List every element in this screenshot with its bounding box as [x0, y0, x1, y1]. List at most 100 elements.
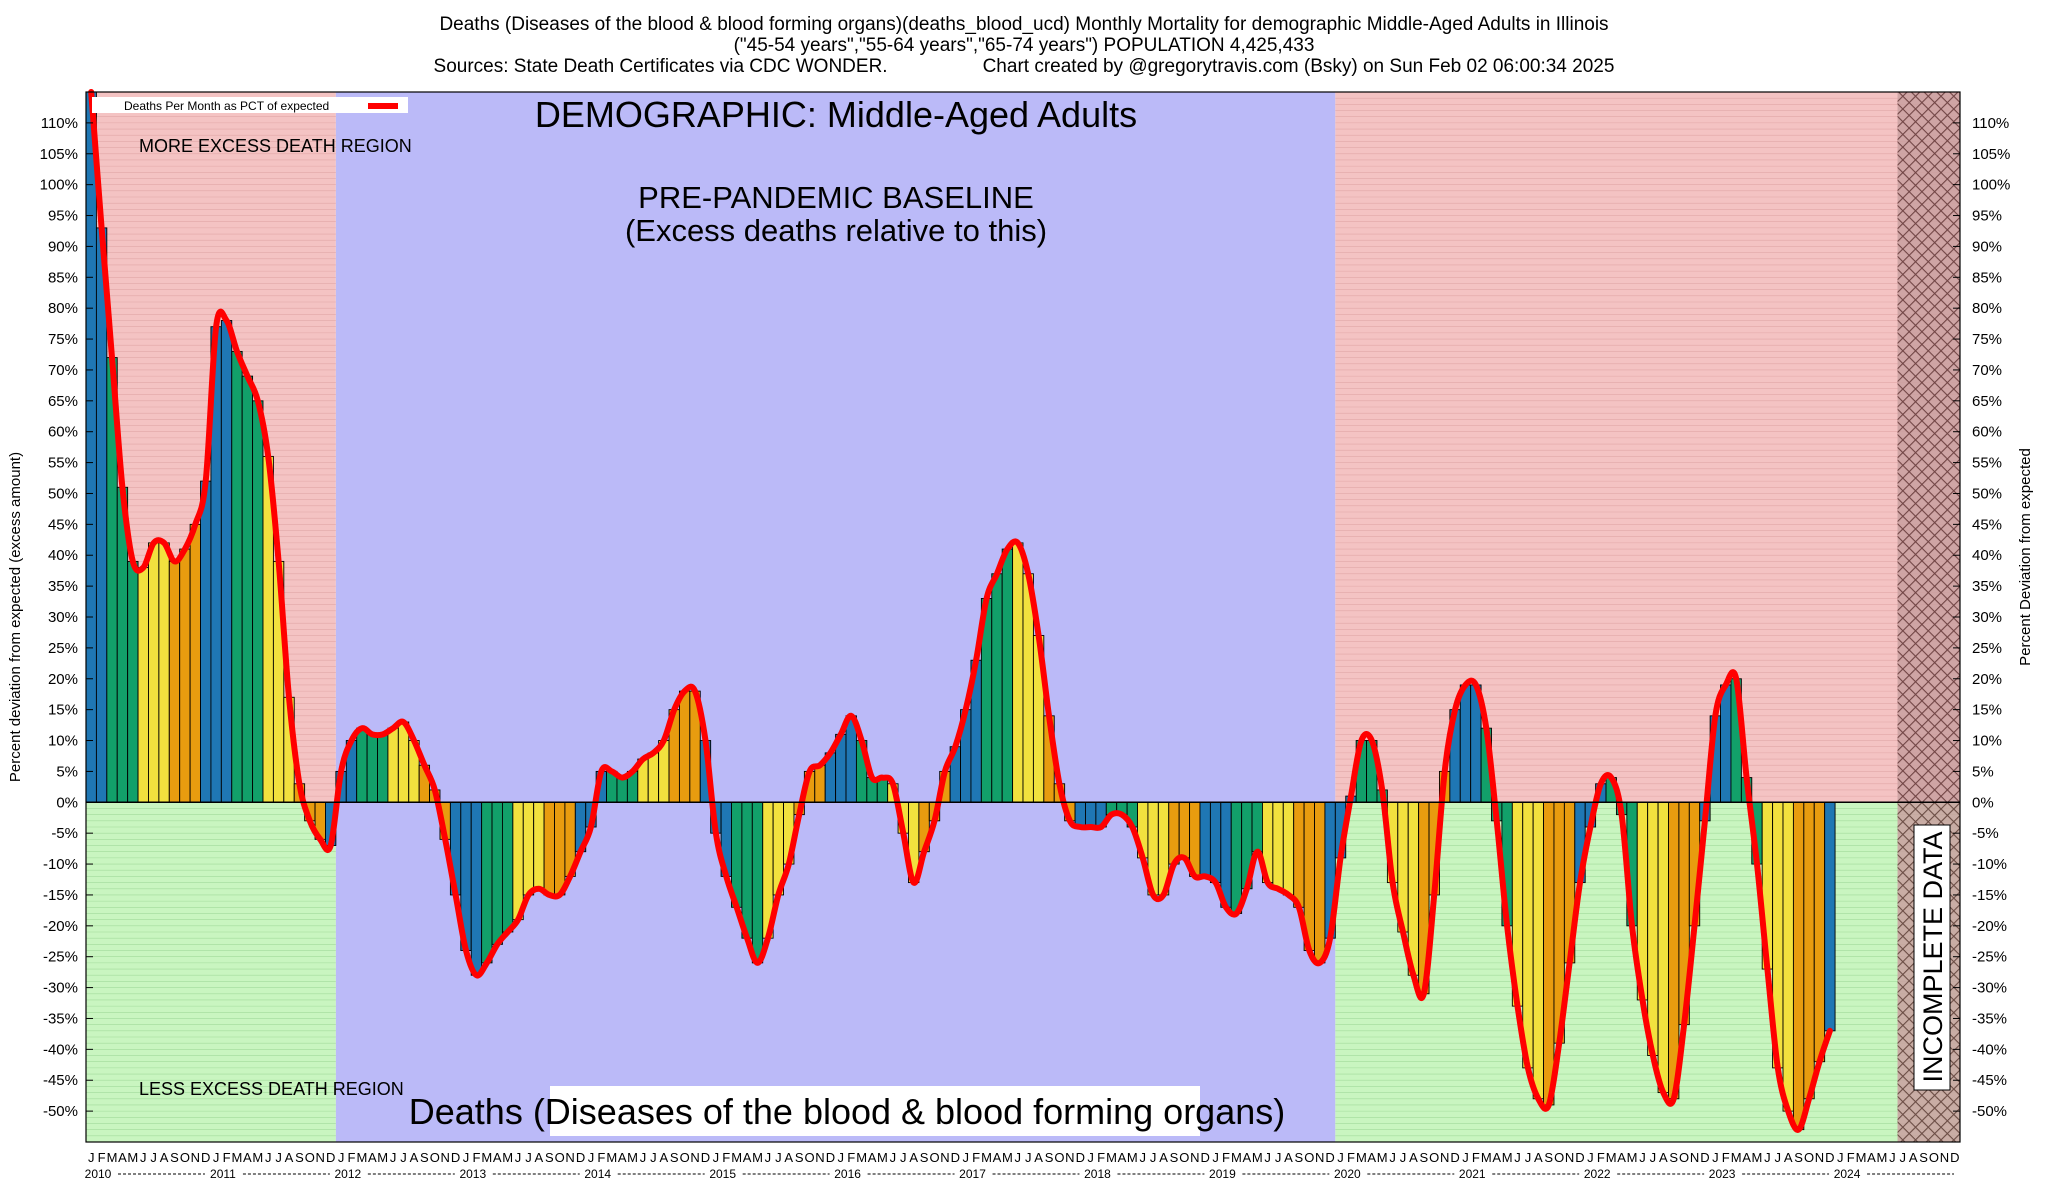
y-tick-label-right: 45%	[1972, 516, 2002, 533]
bar	[1813, 801, 1826, 1063]
x-tick-month: N	[565, 1150, 574, 1165]
x-tick-month: O	[805, 1150, 815, 1165]
y-tick-label-right: 25%	[1972, 640, 2002, 657]
x-tick-month: J	[140, 1150, 147, 1165]
y-tick-label-left: 105%	[40, 146, 78, 163]
bar	[1824, 801, 1836, 1032]
x-tick-month: D	[1700, 1150, 1709, 1165]
x-tick-month: N	[316, 1150, 325, 1165]
x-tick-year: 2020	[1334, 1167, 1361, 1181]
y-tick-label-left: -50%	[43, 1103, 78, 1120]
bar	[366, 733, 378, 803]
x-tick-month: A	[493, 1150, 502, 1165]
bar	[1272, 801, 1284, 890]
x-tick-month: J	[838, 1150, 845, 1165]
y-tick-label-left: 85%	[48, 269, 78, 286]
bar	[1293, 801, 1305, 908]
y-tick-label-left: -25%	[43, 949, 78, 966]
x-tick-month: D	[1950, 1150, 1959, 1165]
x-tick-month: O	[680, 1150, 690, 1165]
x-tick-month: O	[1554, 1150, 1564, 1165]
x-tick-month: D	[1825, 1150, 1834, 1165]
bar	[148, 542, 160, 803]
y-tick-label-left: 5%	[56, 763, 78, 780]
more-excess-region-right	[1335, 92, 1960, 803]
x-tick-month: A	[993, 1150, 1002, 1165]
y-tick-label-right: 100%	[1972, 177, 2010, 194]
x-tick-month: N	[1690, 1150, 1699, 1165]
x-tick-month: A	[160, 1150, 169, 1165]
bar	[189, 523, 201, 803]
x-tick-month: J	[1389, 1150, 1396, 1165]
x-tick-month: J	[1837, 1150, 1844, 1165]
bar	[85, 91, 97, 803]
x-tick-month: F	[472, 1150, 480, 1165]
y-tick-label-right: -20%	[1972, 918, 2007, 935]
x-tick-month: M	[1127, 1150, 1138, 1165]
y-tick-label-right: 60%	[1972, 424, 2002, 441]
bar	[481, 801, 493, 964]
y-tick-label-right: 55%	[1972, 455, 2002, 472]
x-tick-month: J	[1639, 1150, 1646, 1165]
x-tick-month: M	[1502, 1150, 1513, 1165]
incomplete-data-label: INCOMPLETE DATA	[1918, 831, 1948, 1082]
x-tick-month: F	[1722, 1150, 1730, 1165]
bar	[1074, 801, 1086, 828]
x-tick-month: S	[920, 1150, 929, 1165]
bar	[1282, 801, 1295, 896]
x-tick-month: F	[1597, 1150, 1605, 1165]
deaths-pct-line	[88, 89, 1833, 1133]
x-tick-month: M	[752, 1150, 763, 1165]
y-tick-label-right: 50%	[1972, 485, 2002, 502]
x-tick-month: F	[1097, 1150, 1105, 1165]
y-tick-label-left: 70%	[48, 362, 78, 379]
x-tick-month: A	[535, 1150, 544, 1165]
trend-line	[88, 89, 1833, 1133]
y-tick-label-right: 80%	[1972, 300, 2002, 317]
baseline-region	[335, 92, 1336, 1142]
y-tick-label-left: 40%	[48, 547, 78, 564]
bar	[1782, 801, 1794, 1112]
y-tick-label-left: 65%	[48, 393, 78, 410]
bar	[241, 375, 254, 803]
x-tick-month: A	[410, 1150, 419, 1165]
axes: 110% 110% 105% 105% 100% 100% 95% 95% 90% 90% 85% 8…	[7, 91, 2034, 1181]
x-tick-month: D	[951, 1150, 960, 1165]
y-tick-label-left: -35%	[43, 1010, 78, 1027]
x-tick-month: J	[1525, 1150, 1532, 1165]
y-tick-label-right: 35%	[1972, 578, 2002, 595]
x-tick-month: M	[877, 1150, 888, 1165]
x-tick-month: J	[1275, 1150, 1282, 1165]
x-tick-month: M	[232, 1150, 243, 1165]
x-tick-month: F	[223, 1150, 231, 1165]
bar	[1720, 684, 1732, 803]
x-tick-month: J	[765, 1150, 772, 1165]
chart-header-line1: Deaths (Diseases of the blood & blood fo…	[439, 14, 1609, 35]
x-tick-month: O	[1304, 1150, 1314, 1165]
y-tick-label-left: 50%	[48, 485, 78, 502]
bar	[1668, 801, 1680, 1100]
bar	[647, 752, 660, 803]
y-tick-label-right: -40%	[1972, 1041, 2007, 1058]
x-tick-month: J	[338, 1150, 345, 1165]
x-tick-month: M	[856, 1150, 867, 1165]
bar	[1792, 801, 1805, 1131]
x-tick-month: F	[1347, 1150, 1355, 1165]
x-tick-month: J	[265, 1150, 272, 1165]
x-tick-month: J	[88, 1150, 95, 1165]
x-tick-month: D	[1325, 1150, 1334, 1165]
bar	[1168, 801, 1180, 865]
x-tick-month: F	[597, 1150, 605, 1165]
x-tick-month: M	[1606, 1150, 1617, 1165]
x-tick-month: N	[1815, 1150, 1824, 1165]
y-tick-label-left: 100%	[40, 177, 78, 194]
x-tick-month: O	[1179, 1150, 1189, 1165]
x-tick-month: M	[1106, 1150, 1117, 1165]
x-tick-month: J	[1337, 1150, 1344, 1165]
y-tick-label-right: -45%	[1972, 1072, 2007, 1089]
bar	[252, 400, 264, 803]
x-tick-month: A	[1492, 1150, 1501, 1165]
x-tick-month: A	[368, 1150, 377, 1165]
bar	[554, 801, 566, 896]
